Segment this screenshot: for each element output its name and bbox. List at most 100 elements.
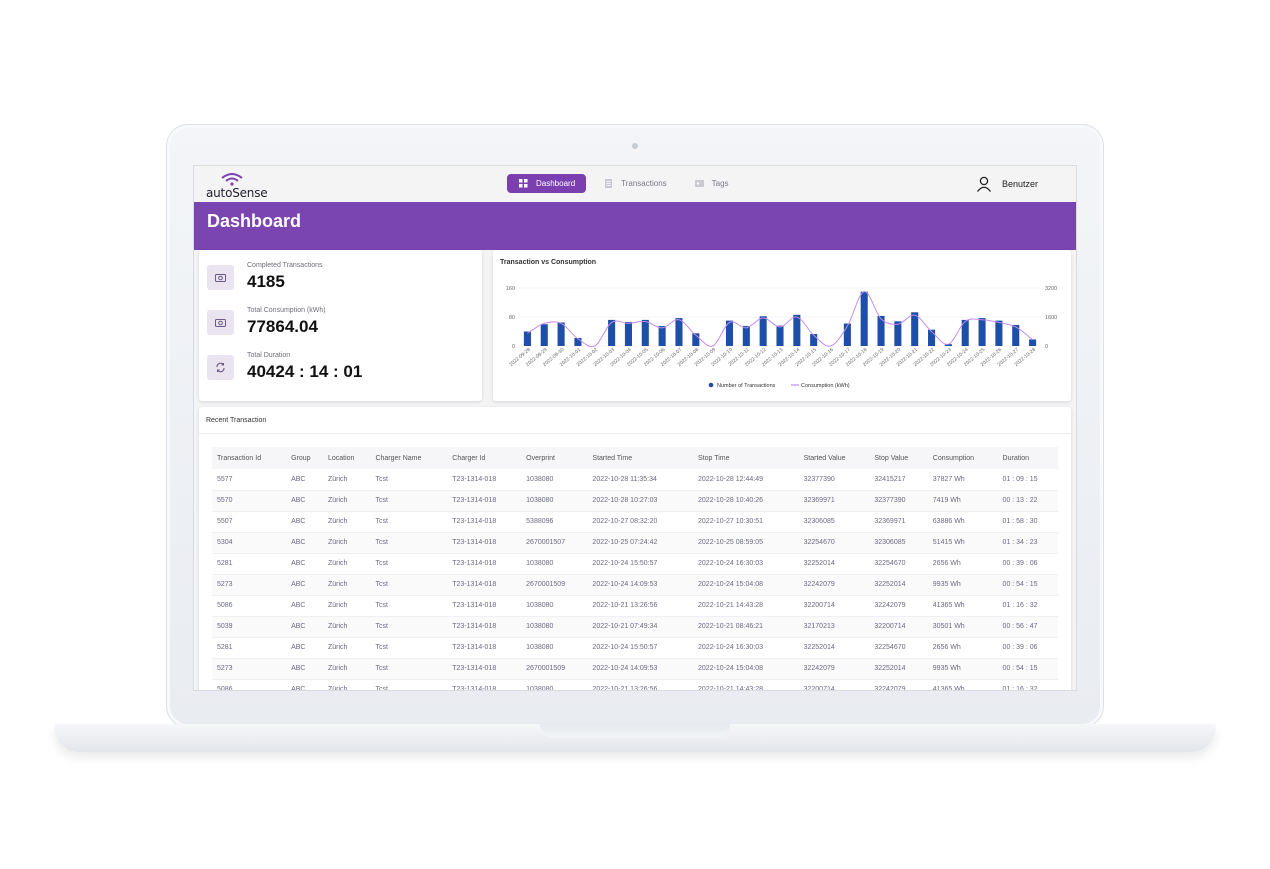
table-cell: 2022-10-21 14:43:28 (693, 679, 799, 690)
stat-total-consumption: Total Consumption (kWh) 77864.04 (207, 307, 326, 337)
table-cell: 2022-10-21 07:49:34 (587, 616, 694, 638)
user-icon (976, 176, 991, 192)
column-header[interactable]: Location (322, 447, 371, 469)
chart-bar (742, 326, 750, 346)
nav-dashboard[interactable]: Dashboard (507, 174, 587, 193)
chart-bar (675, 318, 683, 346)
stat-label: Completed Transactions (247, 262, 323, 269)
camera-icon (632, 143, 638, 149)
table-row[interactable]: 5507 ABC Zürich Tcst T23-1314-018 5388096 2022… (212, 511, 1058, 533)
chart-bar (928, 329, 936, 346)
chart-card: Transaction vs Consumption 0 80 160 0 1600 32… (493, 250, 1071, 401)
table-cell: 2022-10-21 08:46:21 (693, 616, 799, 638)
consumption-line (527, 291, 1033, 348)
table-cell: ABC (286, 469, 323, 491)
table-cell: T23-1314-018 (447, 490, 522, 512)
logo[interactable]: autoSense (206, 172, 268, 200)
stat-label: Total Duration (247, 352, 291, 359)
stat-value: 4185 (247, 272, 285, 291)
table-cell: 32252014 (869, 574, 928, 596)
table-cell: 2022-10-27 08:32:20 (587, 511, 694, 533)
table-cell: 2022-10-28 11:35:34 (587, 469, 694, 491)
user-menu[interactable]: Benutzer (976, 176, 1038, 192)
column-header[interactable]: Duration (997, 447, 1058, 469)
stats-card: Completed Transactions 4185 Total Consum… (199, 250, 482, 401)
table-cell: 32415217 (869, 469, 928, 491)
chart-bar (641, 319, 649, 346)
table-cell: ABC (286, 511, 323, 533)
table-row[interactable]: 5039 ABC Zürich Tcst T23-1314-018 1038080 2022… (212, 616, 1058, 638)
table-cell: ABC (286, 553, 323, 575)
table-row[interactable]: 5273 ABC Zürich Tcst T23-1314-018 2670001509 2… (212, 658, 1058, 680)
table-cell: Zürich (322, 511, 371, 533)
column-header[interactable]: Overprint (521, 447, 588, 469)
legend-label: Number of Transactions (717, 383, 776, 389)
table-row[interactable]: 5570 ABC Zürich Tcst T23-1314-018 1038080 2022… (212, 490, 1058, 512)
table-cell: Tcst (370, 511, 448, 533)
column-header[interactable]: Charger Name (370, 447, 448, 469)
table-cell: T23-1314-018 (447, 511, 522, 533)
table-cell: 2656 Wh (927, 637, 998, 659)
table-cell: 5304 (212, 532, 287, 554)
column-header[interactable]: Consumption (927, 447, 998, 469)
table-cell: 2022-10-21 13:26:56 (587, 679, 694, 690)
column-header[interactable]: Stop Value (869, 447, 928, 469)
table-cell: 5577 (212, 469, 287, 491)
table-cell: 1038080 (521, 490, 588, 512)
nav-tags[interactable]: Tags (685, 174, 739, 193)
column-header[interactable]: Group (286, 447, 323, 469)
table-cell: Tcst (370, 553, 448, 575)
table-cell: 2656 Wh (927, 553, 998, 575)
column-header[interactable]: Transaction Id (212, 447, 287, 469)
table-row[interactable]: 5086 ABC Zürich Tcst T23-1314-018 1038080 2022… (212, 595, 1058, 617)
column-header[interactable]: Started Time (587, 447, 694, 469)
table-cell: ABC (286, 616, 323, 638)
column-header[interactable]: Stop Time (693, 447, 799, 469)
column-header[interactable]: Charger Id (447, 447, 522, 469)
table-row[interactable]: 5281 ABC Zürich Tcst T23-1314-018 1038080 2022… (212, 553, 1058, 575)
page-title: Dashboard (207, 211, 302, 231)
table-cell: Zürich (322, 658, 371, 680)
table-cell: ABC (286, 658, 323, 680)
table-cell: 51415 Wh (927, 532, 998, 554)
tag-icon (694, 180, 704, 187)
table-cell: 5086 (212, 679, 287, 690)
table-cell: 1038080 (521, 616, 588, 638)
table-cell: 5273 (212, 574, 287, 596)
stat-value: 40424 : 14 : 01 (247, 362, 363, 381)
chart-bar (759, 316, 767, 346)
table-cell: Tcst (370, 490, 448, 512)
table-cell: 32369971 (798, 490, 870, 512)
table-cell: 01 : 16 : 32 (997, 679, 1058, 690)
table-cell: 1038080 (521, 595, 588, 617)
table-cell: 1038080 (521, 553, 588, 575)
table-cell: 2022-10-21 14:43:28 (693, 595, 799, 617)
table-cell: 32242079 (798, 574, 870, 596)
table-cell: ABC (286, 679, 323, 690)
table-row[interactable]: 5281 ABC Zürich Tcst T23-1314-018 1038080 2022… (212, 637, 1058, 659)
chart-bar (692, 333, 700, 346)
nav-dashboard-label: Dashboard (536, 179, 576, 188)
chart-bar (624, 322, 632, 346)
table-cell: 32252014 (869, 658, 928, 680)
table-row[interactable]: 5304 ABC Zürich Tcst T23-1314-018 2670001507 2… (212, 532, 1058, 554)
table-cell: 32254670 (869, 553, 928, 575)
main-nav: Dashboard Transactions Tags (507, 174, 747, 193)
table-cell: 01 : 34 : 23 (997, 532, 1058, 554)
table-cell: Tcst (370, 658, 448, 680)
table-cell: Zürich (322, 595, 371, 617)
table-row[interactable]: 5273 ABC Zürich Tcst T23-1314-018 2670001509 2… (212, 574, 1058, 596)
table-cell: 32369971 (869, 511, 928, 533)
table-cell: 01 : 09 : 15 (997, 469, 1058, 491)
column-header[interactable]: Started Value (798, 447, 870, 469)
laptop-notch (540, 724, 730, 738)
table-cell: 32200714 (798, 595, 870, 617)
app-screen: autoSense Dashboard Transactions Tags Be… (193, 165, 1077, 691)
y-tick-label-left: 0 (512, 344, 515, 350)
stat-label: Total Consumption (kWh) (247, 307, 326, 314)
chart-bar (911, 312, 919, 346)
table-title: Recent Transaction (206, 417, 267, 424)
nav-transactions[interactable]: Transactions (594, 174, 677, 193)
table-row[interactable]: 5086 ABC Zürich Tcst T23-1314-018 1038080 2022… (212, 679, 1058, 690)
table-row[interactable]: 5577 ABC Zürich Tcst T23-1314-018 1038080 2022… (212, 469, 1058, 491)
